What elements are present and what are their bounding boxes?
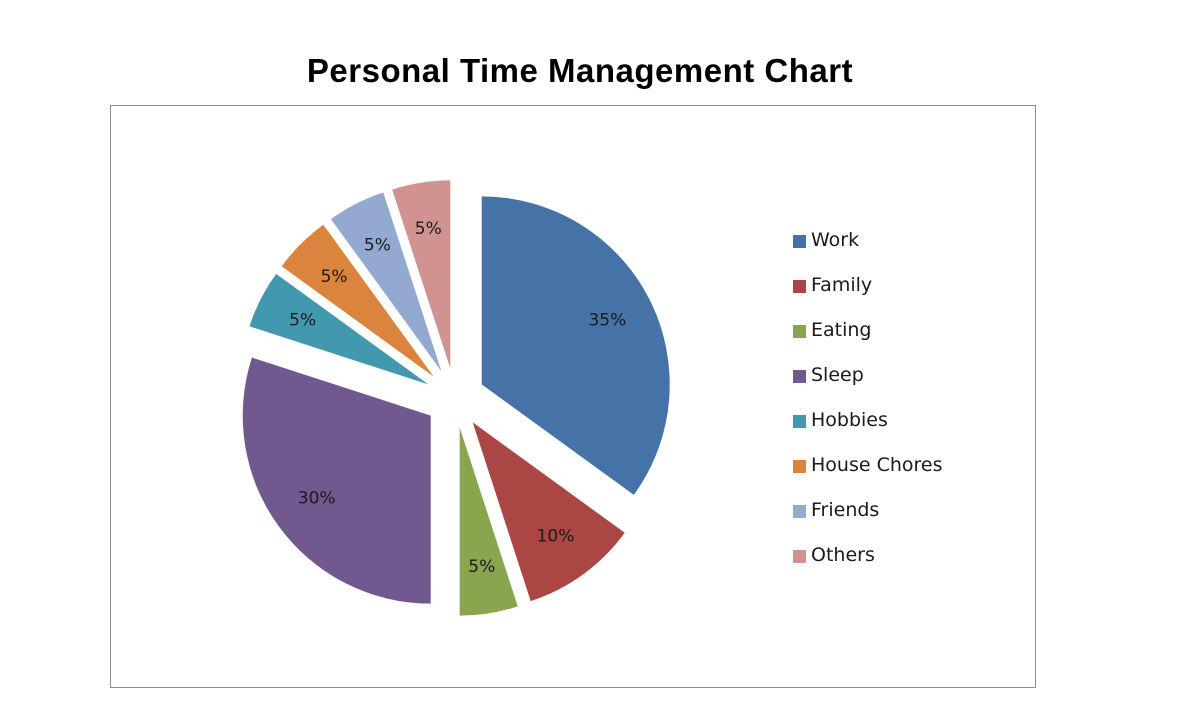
- legend-item-house-chores: House Chores: [793, 452, 1023, 497]
- legend-item-hobbies: Hobbies: [793, 407, 1023, 452]
- legend-label: Eating: [811, 319, 872, 341]
- slice-label-family: 10%: [537, 526, 575, 546]
- chart-title: Personal Time Management Chart: [306, 52, 854, 89]
- pie-slice-eating: [459, 427, 518, 616]
- legend-swatch: [793, 235, 806, 248]
- legend-item-family: Family: [793, 272, 1023, 317]
- pie-slice-work: [481, 196, 670, 495]
- pie-slice-friends: [330, 192, 442, 372]
- legend-swatch: [793, 460, 806, 473]
- slice-label-friends: 5%: [364, 236, 391, 256]
- legend-label: Others: [811, 544, 875, 566]
- slice-label-work: 35%: [588, 310, 626, 330]
- slice-label-house-chores: 5%: [321, 267, 348, 287]
- pie-slice-house-chores: [281, 224, 434, 377]
- legend-label: Sleep: [811, 364, 864, 386]
- legend-label: Work: [811, 229, 860, 251]
- legend-label: Friends: [811, 499, 880, 521]
- slice-label-hobbies: 5%: [289, 310, 316, 330]
- legend-swatch: [793, 325, 806, 338]
- legend: Work Family Eating Sleep Hobbies House Chores…: [793, 227, 1023, 587]
- legend-swatch: [793, 415, 806, 428]
- legend-item-friends: Friends: [793, 497, 1023, 542]
- pie-slice-family: [472, 422, 625, 602]
- legend-item-eating: Eating: [793, 317, 1023, 362]
- legend-label: House Chores: [811, 454, 943, 476]
- legend-swatch: [793, 505, 806, 518]
- legend-item-others: Others: [793, 542, 1023, 587]
- slice-label-sleep: 30%: [298, 489, 336, 509]
- legend-swatch: [793, 370, 806, 383]
- legend-label: Family: [811, 274, 873, 296]
- pie-slice-sleep: [242, 357, 431, 604]
- legend-swatch: [793, 280, 806, 293]
- legend-item-work: Work: [793, 227, 1023, 272]
- pie-slice-others: [392, 180, 451, 369]
- legend-label: Hobbies: [811, 409, 888, 431]
- slice-label-eating: 5%: [468, 557, 495, 577]
- pie-slice-hobbies: [249, 273, 429, 385]
- slice-label-others: 5%: [415, 219, 442, 239]
- legend-swatch: [793, 550, 806, 563]
- legend-item-sleep: Sleep: [793, 362, 1023, 407]
